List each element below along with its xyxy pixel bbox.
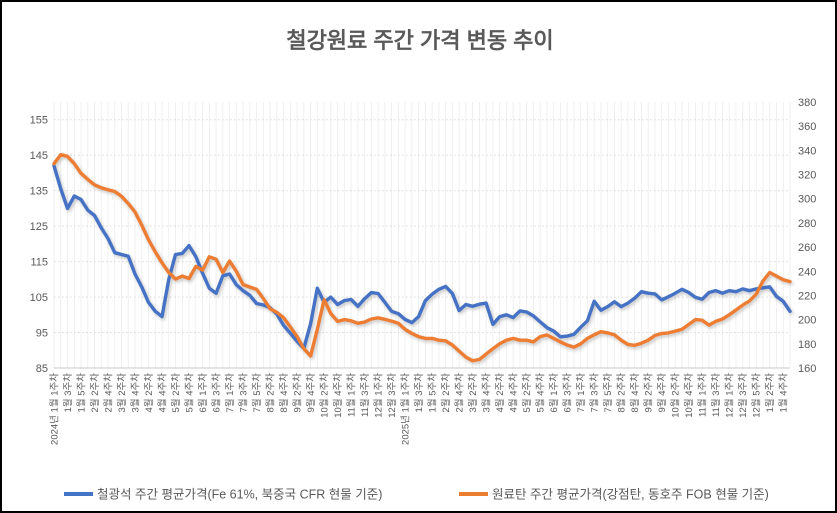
x-axis-tick-label: 3월 4주차: [130, 373, 142, 413]
right-axis-tick-label: 300: [798, 194, 816, 206]
x-axis-tick-label: 11월 1주차: [346, 373, 358, 417]
right-axis-tick-label: 320: [798, 170, 816, 182]
x-axis-tick-label: 4월 4주차: [157, 373, 169, 413]
data-series: [52, 152, 792, 363]
left-axis-tick-label: 85: [36, 363, 48, 375]
horizontal-gridlines: [54, 119, 790, 369]
left-axis-labels: 155 145 135 125 115 105 95 85: [30, 115, 48, 375]
right-axis-tick-label: 160: [798, 363, 816, 375]
x-axis-tick-label: 3월 4주차: [481, 373, 493, 413]
x-axis-tick-label: 8월 4주차: [278, 373, 290, 413]
x-axis-tick-label: 5월 4주차: [535, 373, 547, 413]
x-axis-tick-label: 12월 1주차: [724, 373, 736, 418]
iron-ore-legend-label: 철광석 주간 평균가격(Fe 61%, 북중국 CFR 현물 기준): [97, 488, 382, 502]
coking-coal-legend-label: 원료탄 주간 평균가격(강점탄, 동호주 FOB 현물 기준): [492, 488, 769, 502]
x-axis-tick-label: 5월 4주차: [184, 373, 196, 413]
right-axis-tick-label: 280: [798, 218, 816, 230]
x-axis-tick-label: 2월 2주차: [440, 373, 452, 413]
x-axis-tick-label: 10월 4주차: [332, 373, 344, 418]
x-axis-tick-label: 4월 2주차: [494, 373, 506, 413]
x-axis-tick-label: 7월 1주차: [224, 373, 236, 413]
right-axis-tick-label: 360: [798, 121, 816, 133]
iron-ore-line: [52, 164, 792, 351]
right-axis-labels: 380 360 340 320 300 280 260 240 220 200 180 160: [798, 97, 816, 375]
x-axis-tick-label: 7월 3주차: [238, 373, 250, 413]
x-axis-tick-label: 6월 3주차: [211, 373, 223, 413]
right-axis-tick-label: 200: [798, 315, 816, 327]
right-axis-tick-label: 240: [798, 266, 816, 278]
x-axis-tick-label: 9월 2주차: [292, 373, 304, 413]
right-axis-tick-label: 220: [798, 290, 816, 302]
chart-title: 철강원료 주간 가격 변동 추이: [286, 28, 553, 53]
x-axis-tick-label: 7월 1주차: [575, 373, 587, 413]
x-axis-tick-label: 2월 4주차: [454, 373, 466, 413]
x-axis-tick-label: 1월 3주차: [62, 373, 74, 413]
x-axis-tick-label: 9월 4주차: [656, 373, 668, 413]
left-axis-tick-label: 115: [30, 257, 48, 269]
x-axis-tick-label: 12월 3주차: [386, 373, 398, 418]
x-axis-tick-label: 10월 2주차: [319, 373, 331, 418]
x-axis-tick-label: 1월 2주차: [764, 373, 776, 413]
legend: 철광석 주간 평균가격(Fe 61%, 북중국 CFR 현물 기준) 원료탄 주…: [64, 488, 769, 502]
left-axis-tick-label: 95: [36, 328, 48, 340]
x-axis-tick-label: 11월 1주차: [697, 373, 709, 417]
x-axis-tick-label: 8월 2주차: [616, 373, 628, 413]
left-axis-tick-label: 135: [30, 186, 48, 198]
right-axis-tick-label: 180: [798, 339, 816, 351]
vertical-gridlines: [53, 102, 791, 368]
x-axis-tick-label: 10월 2주차: [670, 373, 682, 418]
x-axis-tick-label: 12월 5주차: [751, 373, 763, 418]
x-axis-tick-label: 7월 5주차: [602, 373, 614, 413]
x-axis-tick-label: 7월 3주차: [589, 373, 601, 413]
x-axis-labels: 2024년 1월 1주차 1월 3주차 1월 5주차 2월 2주차 2월 4주차 3월 2…: [49, 373, 790, 445]
left-axis-tick-label: 145: [30, 150, 48, 162]
left-axis-tick-label: 155: [30, 115, 48, 127]
left-axis-tick-label: 105: [30, 292, 48, 304]
x-axis-tick-label: 12월 1주차: [373, 373, 385, 418]
x-axis-tick-label: 5월 2주차: [521, 373, 533, 413]
x-axis-tick-label: 2025년 1월 1주차: [400, 373, 412, 445]
x-axis-tick-label: 1월 5주차: [76, 373, 88, 413]
x-axis-tick-label: 2월 2주차: [89, 373, 101, 413]
coking-coal-line: [52, 152, 792, 363]
x-axis-tick-label: 11월 3주차: [710, 373, 722, 417]
x-axis-tick-label: 3월 2주차: [467, 373, 479, 413]
x-axis-tick-label: 6월 3주차: [562, 373, 574, 413]
right-axis-tick-label: 340: [798, 145, 816, 157]
x-axis-tick-label: 1월 3주차: [413, 373, 425, 413]
x-axis-tick-label: 4월 4주차: [508, 373, 520, 413]
right-axis-tick-label: 260: [798, 242, 816, 254]
x-axis-tick-label: 9월 2주차: [643, 373, 655, 413]
x-axis-tick-label: 12월 3주차: [737, 373, 749, 418]
x-axis-tick-label: 3월 2주차: [116, 373, 128, 413]
x-axis-tick-label: 7월 5주차: [251, 373, 263, 413]
x-axis-tick-label: 6월 1주차: [197, 373, 209, 413]
x-axis-tick-label: 2024년 1월 1주차: [49, 373, 61, 445]
x-axis-tick-label: 2월 4주차: [103, 373, 115, 413]
left-axis-tick-label: 125: [30, 221, 48, 233]
x-axis-tick-label: 11월 3주차: [359, 373, 371, 417]
x-axis-tick-label: 4월 2주차: [143, 373, 155, 413]
x-axis-tick-label: 6월 1주차: [548, 373, 560, 413]
x-axis-tick-label: 5월 2주차: [170, 373, 182, 413]
x-axis-tick-label: 8월 2주차: [265, 373, 277, 413]
x-axis-tick-label: 10월 4주차: [683, 373, 695, 418]
x-axis-tick-label: 1월 5주차: [427, 373, 439, 413]
x-axis-tick-label: 1월 4주차: [778, 373, 790, 413]
x-axis-tick-label: 8월 4주차: [629, 373, 641, 413]
x-axis-tick-label: 9월 4주차: [305, 373, 317, 413]
right-axis-tick-label: 380: [798, 97, 816, 109]
